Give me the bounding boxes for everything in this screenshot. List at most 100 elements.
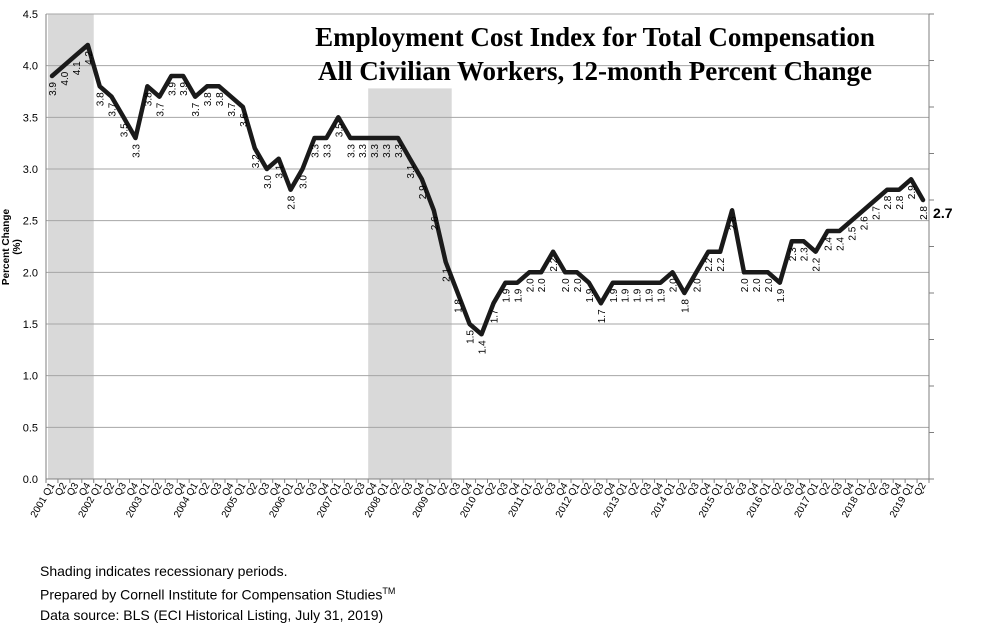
data-label: 1.9 xyxy=(621,288,632,302)
data-label: 1.9 xyxy=(776,288,787,302)
data-label: 3.2 xyxy=(251,154,262,168)
data-label: 2.9 xyxy=(418,185,429,199)
trademark-mark: TM xyxy=(382,586,396,596)
data-label: 2.0 xyxy=(668,278,679,292)
data-label: 1.7 xyxy=(597,309,608,323)
data-label: 1.9 xyxy=(633,288,644,302)
data-label: 2.0 xyxy=(692,278,703,292)
data-label: 3.1 xyxy=(406,164,417,178)
data-label: 1.9 xyxy=(501,288,512,302)
chart-footer: Shading indicates recessionary periods. … xyxy=(40,561,395,625)
y-tick-label: 3.5 xyxy=(23,112,38,124)
data-label: 2.0 xyxy=(525,278,536,292)
chart-title-line2: All Civilian Workers, 12-month Percent C… xyxy=(318,56,872,86)
footer-shading-note: Shading indicates recessionary periods. xyxy=(40,563,288,579)
data-label: 2.8 xyxy=(883,195,894,209)
data-label: 2.2 xyxy=(812,257,823,271)
data-label: 3.9 xyxy=(179,82,190,96)
y-tick-label: 0.5 xyxy=(23,422,38,434)
data-label: 2.5 xyxy=(847,226,858,240)
axes xyxy=(45,13,934,483)
data-label: 2.4 xyxy=(824,237,835,251)
data-label: 3.3 xyxy=(322,144,333,158)
data-label: 2.2 xyxy=(704,257,715,271)
footer-prepared-by-text: Prepared by Cornell Institute for Compen… xyxy=(40,586,383,603)
data-label: 4.2 xyxy=(84,51,95,65)
data-label: 2.3 xyxy=(788,247,799,261)
data-label: 3.5 xyxy=(334,123,345,137)
data-label: 2.7 xyxy=(871,206,882,220)
y-tick-label: 1.0 xyxy=(23,371,38,383)
data-label: 2.8 xyxy=(895,195,906,209)
data-label: 3.3 xyxy=(131,144,142,158)
y-tick-label: 4.0 xyxy=(23,61,38,73)
data-label: 2.9 xyxy=(907,185,918,199)
data-label: 3.8 xyxy=(143,92,154,106)
recession-shade-1 xyxy=(48,14,94,479)
last-value-label: 2.7 xyxy=(933,205,953,221)
data-label: 3.7 xyxy=(191,102,202,116)
data-label: 4.0 xyxy=(60,71,71,85)
data-label: 2.4 xyxy=(836,237,847,251)
data-label: 3.3 xyxy=(358,144,369,158)
y-tick-label: 4.5 xyxy=(23,9,38,21)
data-label: 4.1 xyxy=(72,61,83,75)
data-label: 1.7 xyxy=(489,309,500,323)
y-tick-label: 1.5 xyxy=(23,319,38,331)
data-label: 2.0 xyxy=(752,278,763,292)
x-tick-label: 2001 Q1 xyxy=(29,481,58,520)
data-label: 2.0 xyxy=(740,278,751,292)
y-tick-labels: 0.0 0.5 1.0 1.5 2.0 2.5 3.0 3.5 4.0 4.5 xyxy=(23,9,38,486)
data-label: 2.8 xyxy=(919,206,930,220)
data-label: 3.8 xyxy=(96,92,107,106)
footer-prepared-by: Prepared by Cornell Institute for Compen… xyxy=(40,581,395,605)
data-label: 3.8 xyxy=(215,92,226,106)
data-label: 3.7 xyxy=(227,102,238,116)
data-label: 2.2 xyxy=(716,257,727,271)
x-tick-label: Q2 xyxy=(912,481,928,498)
data-label: 1.9 xyxy=(645,288,656,302)
data-label: 1.9 xyxy=(585,288,596,302)
data-label: 2.8 xyxy=(287,195,298,209)
data-label: 1.8 xyxy=(680,299,691,313)
data-label: 2.6 xyxy=(430,216,441,230)
data-label: 1.9 xyxy=(609,288,620,302)
data-label: 3.3 xyxy=(310,144,321,158)
chart-title: Employment Cost Index for Total Compensa… xyxy=(270,20,920,88)
data-label: 3.7 xyxy=(108,102,119,116)
data-label: 1.5 xyxy=(466,330,477,344)
data-label: 3.9 xyxy=(167,82,178,96)
data-label: 3.3 xyxy=(346,144,357,158)
y-tick-label: 0.0 xyxy=(23,474,38,486)
data-label: 3.1 xyxy=(275,164,286,178)
data-label: 3.0 xyxy=(299,175,310,189)
data-label: 3.6 xyxy=(239,113,250,127)
y-tick-label: 2.0 xyxy=(23,267,38,279)
data-label: 3.8 xyxy=(203,92,214,106)
data-label: 3.0 xyxy=(263,175,274,189)
data-labels: 3.94.04.14.23.83.73.53.33.83.73.9 3.93.73… xyxy=(48,51,953,355)
data-label: 2.0 xyxy=(537,278,548,292)
footer-data-source: Data source: BLS (ECI Historical Listing… xyxy=(40,606,384,623)
data-label: 2.0 xyxy=(764,278,775,292)
recession-shade-2 xyxy=(368,88,452,480)
chart-title-line1: Employment Cost Index for Total Compensa… xyxy=(315,22,875,52)
series-line xyxy=(49,42,926,337)
data-label: 3.9 xyxy=(48,82,59,96)
data-series xyxy=(49,42,926,337)
data-label: 3.3 xyxy=(394,144,405,158)
data-label: 2.6 xyxy=(728,216,739,230)
data-label: 2.0 xyxy=(561,278,572,292)
recession-shading xyxy=(48,14,452,480)
y-tick-label: 2.5 xyxy=(23,216,38,228)
data-label: 1.8 xyxy=(454,299,465,313)
data-label: 3.7 xyxy=(155,102,166,116)
data-label: 2.0 xyxy=(573,278,584,292)
data-label: 2.6 xyxy=(859,216,870,230)
data-label: 2.1 xyxy=(442,268,453,282)
y-tick-label: 3.0 xyxy=(23,164,38,176)
data-label: 3.3 xyxy=(370,144,381,158)
y-axis-label: Percent Change (%) xyxy=(1,208,23,286)
